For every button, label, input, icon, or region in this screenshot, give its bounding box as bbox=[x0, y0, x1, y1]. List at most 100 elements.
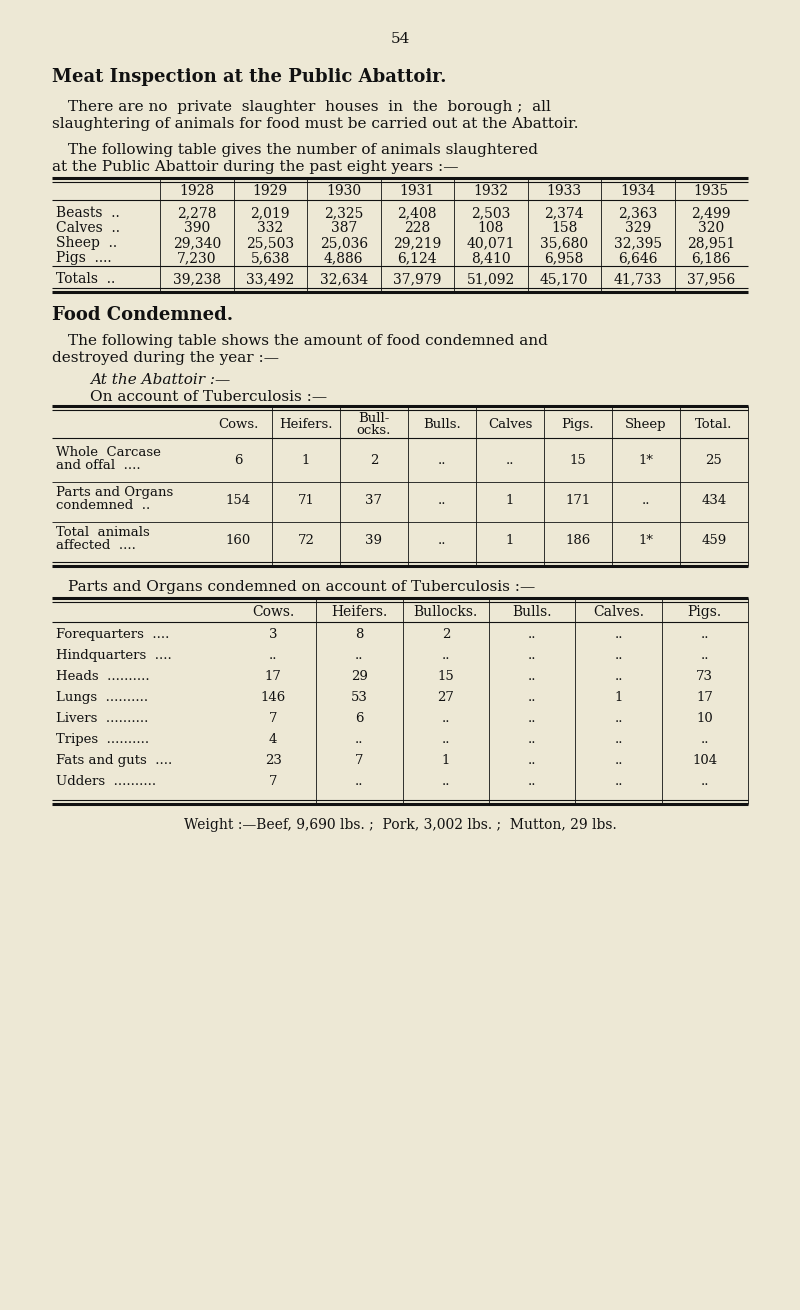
Text: Pigs.: Pigs. bbox=[688, 605, 722, 620]
Text: Heifers.: Heifers. bbox=[331, 605, 388, 620]
Text: 71: 71 bbox=[298, 494, 314, 507]
Text: ..: .. bbox=[614, 713, 622, 724]
Text: 25,036: 25,036 bbox=[320, 236, 368, 250]
Text: 7,230: 7,230 bbox=[177, 252, 217, 265]
Text: 1: 1 bbox=[506, 494, 514, 507]
Text: 8,410: 8,410 bbox=[471, 252, 510, 265]
Text: 171: 171 bbox=[566, 494, 590, 507]
Text: Bull-: Bull- bbox=[358, 413, 390, 424]
Text: ..: .. bbox=[528, 755, 537, 766]
Text: 1: 1 bbox=[506, 534, 514, 548]
Text: 7: 7 bbox=[355, 755, 364, 766]
Text: 39,238: 39,238 bbox=[173, 272, 221, 286]
Text: Weight :—Beef, 9,690 lbs. ;  Pork, 3,002 lbs. ;  Mutton, 29 lbs.: Weight :—Beef, 9,690 lbs. ; Pork, 3,002 … bbox=[184, 817, 616, 832]
Text: 17: 17 bbox=[696, 690, 714, 703]
Text: 146: 146 bbox=[261, 690, 286, 703]
Text: Pigs  ....: Pigs .... bbox=[56, 252, 112, 265]
Text: ..: .. bbox=[442, 776, 450, 789]
Text: ..: .. bbox=[528, 734, 537, 745]
Text: Bulls.: Bulls. bbox=[513, 605, 552, 620]
Text: 2,408: 2,408 bbox=[398, 206, 437, 220]
Text: 32,395: 32,395 bbox=[614, 236, 662, 250]
Text: 1929: 1929 bbox=[253, 183, 288, 198]
Text: at the Public Abattoir during the past eight years :—: at the Public Abattoir during the past e… bbox=[52, 160, 458, 174]
Text: There are no  private  slaughter  houses  in  the  borough ;  all: There are no private slaughter houses in… bbox=[68, 100, 551, 114]
Text: ..: .. bbox=[528, 627, 537, 641]
Text: Calves: Calves bbox=[488, 418, 532, 431]
Text: Totals  ..: Totals .. bbox=[56, 272, 115, 286]
Text: 1: 1 bbox=[302, 455, 310, 466]
Text: ..: .. bbox=[269, 648, 278, 662]
Text: 10: 10 bbox=[697, 713, 714, 724]
Text: 25: 25 bbox=[706, 455, 722, 466]
Text: Meat Inspection at the Public Abattoir.: Meat Inspection at the Public Abattoir. bbox=[52, 68, 446, 86]
Text: 29,340: 29,340 bbox=[173, 236, 221, 250]
Text: 2: 2 bbox=[370, 455, 378, 466]
Text: 39: 39 bbox=[366, 534, 382, 548]
Text: 27: 27 bbox=[438, 690, 454, 703]
Text: Fats and guts  ....: Fats and guts .... bbox=[56, 755, 172, 766]
Text: ..: .. bbox=[528, 776, 537, 789]
Text: Total.: Total. bbox=[695, 418, 733, 431]
Text: ..: .. bbox=[355, 734, 364, 745]
Text: 33,492: 33,492 bbox=[246, 272, 294, 286]
Text: 1934: 1934 bbox=[620, 183, 655, 198]
Text: 2,278: 2,278 bbox=[177, 206, 217, 220]
Text: 1: 1 bbox=[614, 690, 622, 703]
Text: ..: .. bbox=[614, 627, 622, 641]
Text: ..: .. bbox=[528, 669, 537, 683]
Text: 320: 320 bbox=[698, 221, 724, 234]
Text: 332: 332 bbox=[257, 221, 283, 234]
Text: 3: 3 bbox=[269, 627, 278, 641]
Text: 28,951: 28,951 bbox=[687, 236, 735, 250]
Text: ..: .. bbox=[701, 648, 709, 662]
Text: Forequarters  ....: Forequarters .... bbox=[56, 627, 170, 641]
Text: The following table gives the number of animals slaughtered: The following table gives the number of … bbox=[68, 143, 538, 157]
Text: 4,886: 4,886 bbox=[324, 252, 363, 265]
Text: 29,219: 29,219 bbox=[393, 236, 442, 250]
Text: 29: 29 bbox=[351, 669, 368, 683]
Text: 390: 390 bbox=[184, 221, 210, 234]
Text: ocks.: ocks. bbox=[357, 424, 391, 438]
Text: 6,646: 6,646 bbox=[618, 252, 658, 265]
Text: 1933: 1933 bbox=[546, 183, 582, 198]
Text: 459: 459 bbox=[702, 534, 726, 548]
Text: 7: 7 bbox=[269, 713, 278, 724]
Text: 2: 2 bbox=[442, 627, 450, 641]
Text: 2,019: 2,019 bbox=[250, 206, 290, 220]
Text: 8: 8 bbox=[355, 627, 364, 641]
Text: 108: 108 bbox=[478, 221, 504, 234]
Text: slaughtering of animals for food must be carried out at the Abattoir.: slaughtering of animals for food must be… bbox=[52, 117, 578, 131]
Text: 37: 37 bbox=[366, 494, 382, 507]
Text: Hindquarters  ....: Hindquarters .... bbox=[56, 648, 172, 662]
Text: ..: .. bbox=[528, 648, 537, 662]
Text: Cows.: Cows. bbox=[218, 418, 258, 431]
Text: 329: 329 bbox=[625, 221, 651, 234]
Text: 1928: 1928 bbox=[179, 183, 214, 198]
Text: 73: 73 bbox=[696, 669, 714, 683]
Text: ..: .. bbox=[442, 713, 450, 724]
Text: 51,092: 51,092 bbox=[466, 272, 515, 286]
Text: 17: 17 bbox=[265, 669, 282, 683]
Text: ..: .. bbox=[442, 648, 450, 662]
Text: 41,733: 41,733 bbox=[614, 272, 662, 286]
Text: ..: .. bbox=[614, 734, 622, 745]
Text: ..: .. bbox=[701, 776, 709, 789]
Text: The following table shows the amount of food condemned and: The following table shows the amount of … bbox=[68, 334, 548, 348]
Text: 1930: 1930 bbox=[326, 183, 362, 198]
Text: 6: 6 bbox=[234, 455, 242, 466]
Text: Pigs.: Pigs. bbox=[562, 418, 594, 431]
Text: 23: 23 bbox=[265, 755, 282, 766]
Text: ..: .. bbox=[614, 669, 622, 683]
Text: 4: 4 bbox=[269, 734, 278, 745]
Text: 5,638: 5,638 bbox=[250, 252, 290, 265]
Text: 15: 15 bbox=[570, 455, 586, 466]
Text: Heifers.: Heifers. bbox=[279, 418, 333, 431]
Text: Calves  ..: Calves .. bbox=[56, 221, 120, 234]
Text: 54: 54 bbox=[390, 31, 410, 46]
Text: Bulls.: Bulls. bbox=[423, 418, 461, 431]
Text: Beasts  ..: Beasts .. bbox=[56, 206, 120, 220]
Text: 2,363: 2,363 bbox=[618, 206, 658, 220]
Text: Livers  ..........: Livers .......... bbox=[56, 713, 148, 724]
Text: Heads  ..........: Heads .......... bbox=[56, 669, 150, 683]
